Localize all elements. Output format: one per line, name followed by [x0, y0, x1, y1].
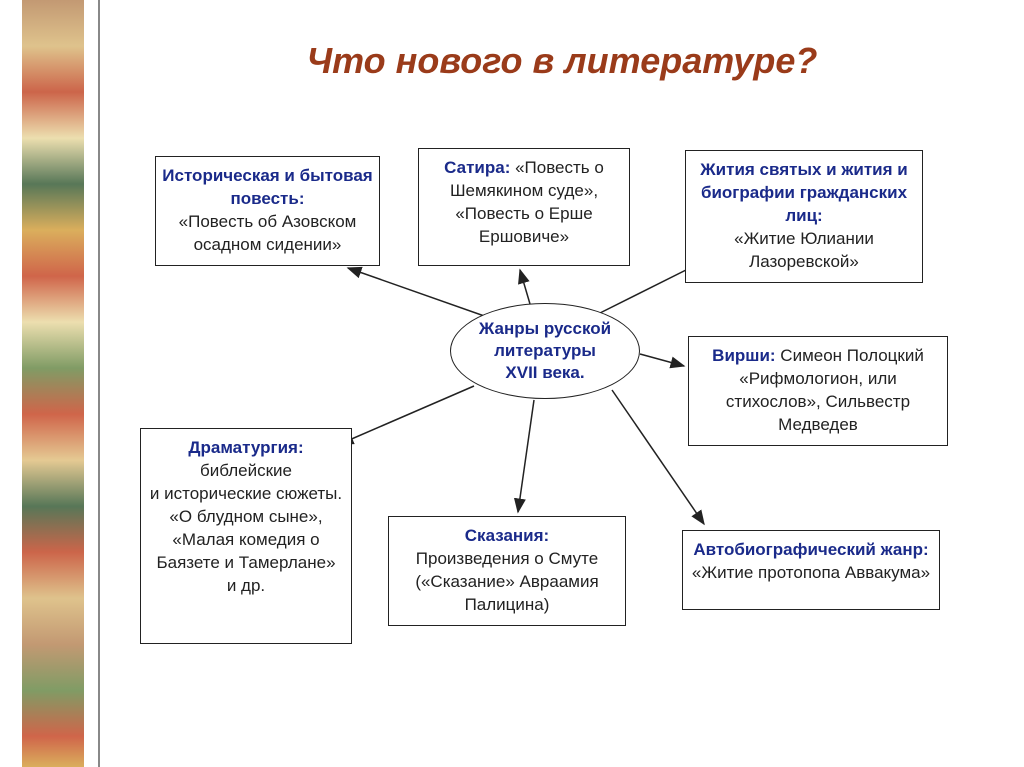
node-body-line: и др. — [147, 575, 345, 598]
node-label: Сказания: — [395, 525, 619, 548]
node-virshi: Вирши: Симеон Полоцкий «Рифмологион, или… — [688, 336, 948, 446]
node-label: Историческая и бытовая повесть: — [162, 165, 373, 211]
node-label: Автобиографический жанр: — [693, 540, 928, 559]
decorative-pattern — [22, 0, 84, 767]
node-label: Жития святых и жития и биографии граждан… — [692, 159, 916, 228]
node-body-line: и исторические сюжеты. — [147, 483, 345, 506]
node-satire: Сатира: «Повесть о Шемякином суде», «Пов… — [418, 148, 630, 266]
decorative-sidebar — [0, 0, 100, 767]
center-node-genres: Жанры русскойлитературыXVII века. — [450, 303, 640, 399]
node-skazaniya: Сказания:Произведения о Смуте («Сказание… — [388, 516, 626, 626]
node-historical: Историческая и бытовая повесть:«Повесть … — [155, 156, 380, 266]
genres-diagram: Жанры русскойлитературыXVII века. Истори… — [100, 0, 1024, 767]
node-body-line: «О блудном сыне», «Малая комедия о Баязе… — [147, 506, 345, 575]
node-label: Драматургия: — [147, 437, 345, 460]
node-label: Сатира: — [444, 158, 515, 177]
node-drama: Драматургия:библейскиеи исторические сюж… — [140, 428, 352, 644]
node-body-line: библейские — [147, 460, 345, 483]
node-body-line: Произведения о Смуте («Сказание» Авраами… — [395, 548, 619, 617]
node-autobio: Автобиографический жанр: «Житие протопоп… — [682, 530, 940, 610]
node-label: Вирши: — [712, 346, 780, 365]
node-body-line: «Повесть об Азовском осадном сидении» — [162, 211, 373, 257]
node-body: «Житие протопопа Аввакума» — [692, 563, 930, 582]
node-body-line: «Житие Юлиании Лазоревской» — [692, 228, 916, 274]
node-zhitiya: Жития святых и жития и биографии граждан… — [685, 150, 923, 283]
